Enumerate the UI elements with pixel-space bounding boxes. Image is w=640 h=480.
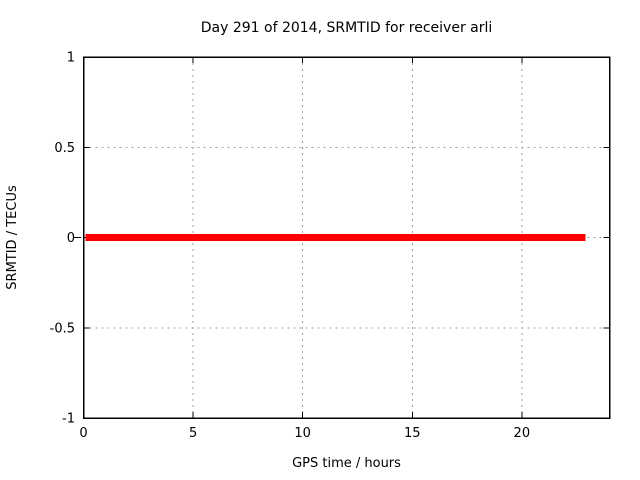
y-tick-label: 0 [67, 231, 75, 246]
plot-border [82, 56, 611, 419]
y-tick-label: 0.5 [54, 141, 75, 156]
x-tick-label: 5 [189, 426, 197, 441]
x-tick-label: 10 [294, 426, 311, 441]
x-tick-label: 0 [79, 426, 87, 441]
x-tick-label: 15 [404, 426, 421, 441]
y-tick-label: -1 [62, 412, 75, 427]
y-axis-label: SRMTID / TECUs [5, 185, 20, 290]
x-tick-label: 20 [514, 426, 531, 441]
x-axis-label: GPS time / hours [292, 456, 401, 471]
y-tick-label: -0.5 [50, 321, 75, 336]
y-tick-label: 1 [67, 51, 75, 66]
chart-title: Day 291 of 2014, SRMTID for receiver arl… [201, 20, 493, 36]
